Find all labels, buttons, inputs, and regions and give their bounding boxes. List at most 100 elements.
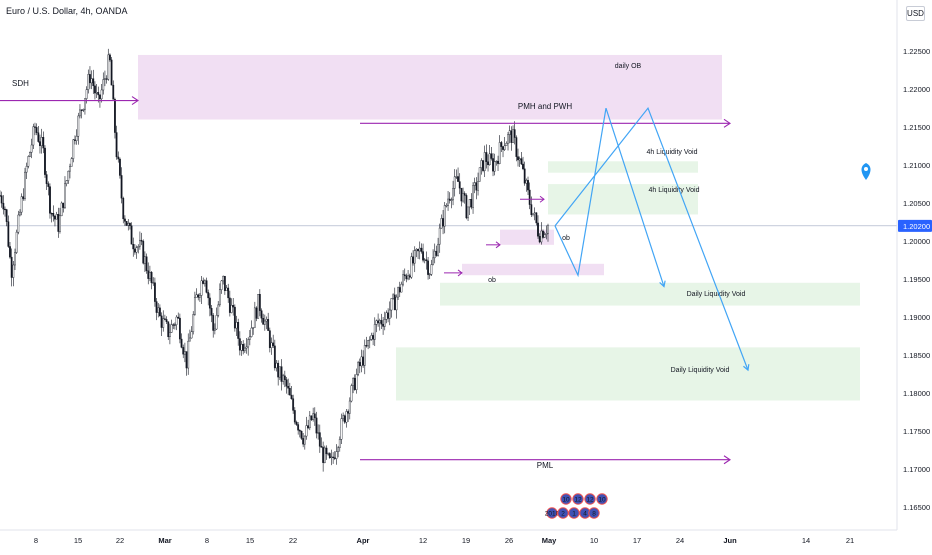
candle-body [482,160,484,171]
candle-body [445,205,448,207]
candle-body [442,218,444,227]
candle [87,69,90,94]
candle [293,407,296,425]
candle-body [505,143,508,146]
candle-body [352,377,355,386]
candle [403,268,406,281]
candle-body [167,321,170,338]
candle-body [225,287,228,291]
candle-body [542,230,544,238]
candle [305,416,308,440]
projection-1 [554,107,665,287]
candle-body [47,183,50,187]
currency-button[interactable]: USD [906,6,925,21]
candle-body [124,218,126,222]
candle-body [109,54,111,61]
candle-body [257,294,260,319]
candle [373,317,376,347]
candle-body [413,250,416,264]
candle-body [302,438,305,445]
candle [488,144,491,166]
candle-body [52,213,55,217]
candle-body [538,236,541,243]
candle [377,313,380,327]
zone-1 [138,54,722,120]
candle [227,283,230,303]
candle [382,317,385,335]
time-axis[interactable]: 8 15 22 Mar 8 15 22 Apr 12 19 26 May 10 17 24 Jun 14 21 [0,529,897,545]
candle [337,445,340,458]
time-label: 22 [289,536,297,545]
candle [478,167,481,182]
candle-body [522,163,524,170]
candle-body [14,252,16,266]
price-tick: 1.22000 [903,85,930,94]
candle [62,202,65,213]
candle-body [385,312,388,320]
candle-body [507,134,509,144]
candle [430,259,433,276]
candle [348,397,351,420]
candle-body [410,256,413,278]
candle [442,210,444,235]
candle-body [387,312,389,319]
candle [353,374,356,391]
candle-body [95,92,98,94]
candle [97,86,100,103]
event-badge: 1 [568,507,580,519]
candle [450,197,453,209]
candle-body [273,345,276,369]
event-badge: 10 [596,493,608,505]
candle-body [42,137,45,149]
event-label: 10 [598,497,606,504]
candle [533,207,536,221]
candle-body [357,362,360,375]
candle-body [0,195,3,204]
candle-body [392,294,394,299]
level-arrow-1 [131,96,139,106]
candle [60,201,63,217]
candle [502,146,504,158]
candle-body [528,189,531,205]
candle [360,349,363,373]
candle [483,145,486,178]
price-tick: 1.21000 [903,161,930,170]
candle-body [497,160,499,164]
candle [375,319,378,333]
candle [35,123,38,136]
candle [482,160,484,173]
candle-body [487,161,489,166]
candle-body [65,180,68,185]
candle-body [175,316,178,325]
candle-body [492,158,494,172]
current-price-label: 1.20200 [903,222,930,231]
candle [282,373,285,385]
candle-body [498,142,501,164]
price-axis[interactable]: 1.22500 1.22000 1.21500 1.21000 1.20500 1.200… [896,0,932,530]
candle [455,169,458,179]
candle-body [448,198,451,201]
candle [507,132,509,151]
candle [342,412,345,422]
candle-body [245,346,248,349]
candle [528,182,531,210]
candle [80,109,83,119]
candle [243,343,246,354]
candle-body [435,250,438,256]
candle [100,84,103,103]
price-tick: 1.18500 [903,351,930,360]
candle [268,327,271,353]
candle-body [395,296,398,311]
candle [547,223,549,242]
candle [355,368,358,394]
projection-arrow-2 [743,364,750,372]
candle [425,251,428,270]
candle [545,225,548,240]
candle [522,156,524,171]
candle-body [150,272,153,284]
candle [543,231,546,239]
candle [232,297,235,316]
candle [408,273,411,280]
